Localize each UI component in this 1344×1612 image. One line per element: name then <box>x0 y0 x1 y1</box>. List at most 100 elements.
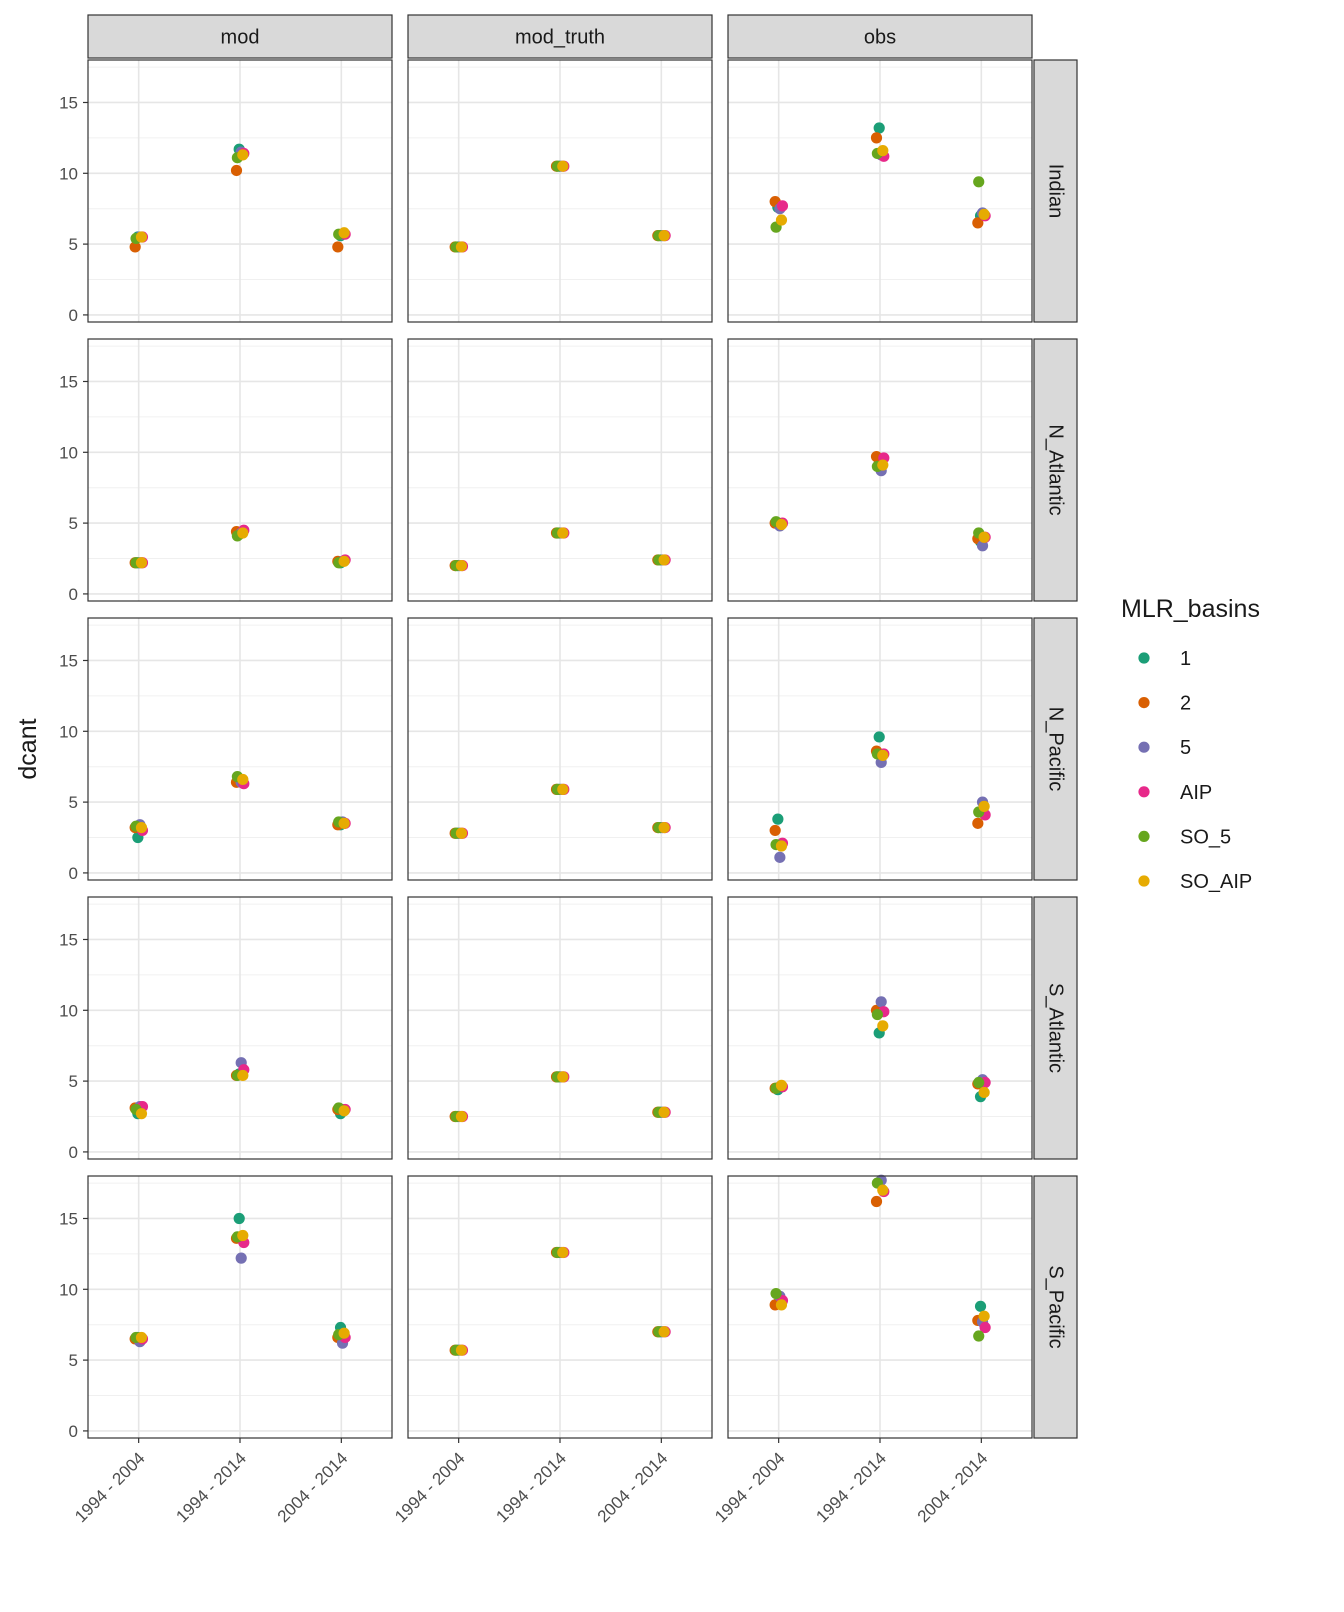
x-tick-label: 1994 - 2004 <box>711 1449 789 1527</box>
point-S_Pacific-mod_truth-SO_AIP <box>658 1326 670 1338</box>
y-tick-label: 15 <box>59 651 78 670</box>
point-S_Pacific-obs-SO_AIP <box>978 1310 990 1322</box>
x-tick-label: 2004 - 2014 <box>274 1449 352 1527</box>
point-Indian-obs-2 <box>972 217 984 229</box>
x-tick-label: 2004 - 2014 <box>594 1449 672 1527</box>
point-N_Pacific-obs-SO_AIP <box>775 840 788 852</box>
point-S_Pacific-obs-SO_5 <box>770 1287 782 1300</box>
legend-label-2: 2 <box>1180 693 1191 715</box>
x-tick-label: 1994 - 2004 <box>71 1449 149 1527</box>
legend-label-1: 1 <box>1180 648 1191 670</box>
point-S_Pacific-mod-SO_AIP <box>237 1229 249 1242</box>
point-S_Atlantic-mod_truth-SO_AIP <box>557 1071 569 1083</box>
facet-label-obs: obs <box>864 27 896 49</box>
point-Indian-mod-SO_AIP <box>338 227 350 239</box>
point-N_Pacific-obs-1 <box>873 731 885 743</box>
y-tick-label: 10 <box>59 722 78 741</box>
panel-border <box>87 896 393 1160</box>
y-tick-label: 5 <box>69 514 78 533</box>
y-tick-label: 5 <box>69 235 78 254</box>
point-Indian-obs-2 <box>870 132 883 144</box>
point-Indian-obs-SO_5 <box>973 176 985 188</box>
panel-border <box>727 338 1033 602</box>
point-N_Pacific-mod-SO_AIP <box>338 817 350 829</box>
x-tick-label: 1994 - 2014 <box>492 1449 570 1527</box>
point-Indian-mod-2 <box>230 164 243 177</box>
y-tick-label: 10 <box>59 164 78 183</box>
point-N_Atlantic-obs-SO_AIP <box>978 531 990 543</box>
y-tick-label: 5 <box>69 1351 78 1370</box>
y-tick-label: 0 <box>69 1143 78 1162</box>
y-tick-label: 0 <box>69 864 78 883</box>
point-N_Pacific-obs-5 <box>774 851 786 863</box>
point-N_Pacific-obs-1 <box>772 813 784 825</box>
facet-label-S_Atlantic: S_Atlantic <box>1045 983 1067 1073</box>
panel-border <box>87 338 393 602</box>
point-S_Pacific-obs-1 <box>974 1300 987 1312</box>
point-N_Pacific-mod-SO_AIP <box>237 773 249 786</box>
point-S_Pacific-obs-AIP <box>979 1321 991 1334</box>
facet-label-Indian: Indian <box>1045 164 1067 219</box>
point-S_Pacific-mod-1 <box>233 1212 245 1225</box>
panel-border <box>407 338 713 602</box>
panel-border <box>87 59 393 323</box>
y-tick-label: 15 <box>59 93 78 112</box>
point-Indian-obs-1 <box>873 122 885 134</box>
point-S_Pacific-mod-5 <box>235 1252 247 1264</box>
legend-key-SO_5 <box>1138 830 1150 843</box>
x-tick-label: 2004 - 2014 <box>914 1449 992 1527</box>
point-N_Pacific-obs-SO_AIP <box>877 749 889 761</box>
panel-border <box>727 617 1033 881</box>
facet-strip-Indian <box>1033 59 1078 323</box>
point-S_Atlantic-obs-SO_AIP <box>775 1079 788 1091</box>
point-N_Atlantic-mod-SO_AIP <box>338 555 350 567</box>
legend-label-SO_AIP: SO_AIP <box>1180 871 1252 893</box>
legend-label-SO_5: SO_5 <box>1180 826 1231 848</box>
point-S_Pacific-mod-SO_AIP <box>338 1327 350 1339</box>
point-Indian-mod_truth-SO_AIP <box>658 230 670 242</box>
point-N_Atlantic-obs-SO_AIP <box>877 459 889 471</box>
y-tick-label: 5 <box>69 1072 78 1091</box>
y-axis-title: dcant <box>14 718 42 779</box>
panel-border <box>727 59 1033 323</box>
point-N_Pacific-obs-2 <box>972 817 984 829</box>
facet-label-N_Atlantic: N_Atlantic <box>1045 424 1067 515</box>
point-Indian-obs-AIP <box>776 200 789 212</box>
point-S_Atlantic-obs-SO_5 <box>871 1008 884 1021</box>
point-N_Atlantic-mod-SO_AIP <box>135 557 148 569</box>
point-Indian-obs-SO_AIP <box>978 208 990 220</box>
facet-strip-obs <box>727 14 1033 59</box>
point-N_Atlantic-mod_truth-SO_AIP <box>658 554 670 566</box>
point-N_Pacific-mod-SO_AIP <box>135 822 148 834</box>
facet-strip-N_Pacific <box>1033 617 1078 881</box>
facet-label-mod_truth: mod_truth <box>515 27 605 49</box>
x-tick-label: 1994 - 2004 <box>391 1449 469 1527</box>
point-S_Pacific-obs-2 <box>870 1195 883 1208</box>
point-N_Pacific-obs-2 <box>769 824 781 837</box>
point-Indian-mod-SO_AIP <box>135 231 148 243</box>
y-tick-label: 15 <box>59 1209 78 1228</box>
panel-border <box>87 617 393 881</box>
y-tick-label: 0 <box>69 306 78 325</box>
point-S_Atlantic-obs-SO_5 <box>973 1076 985 1089</box>
point-N_Atlantic-obs-SO_AIP <box>775 518 788 531</box>
point-S_Pacific-obs-SO_5 <box>973 1330 985 1342</box>
y-tick-label: 15 <box>59 372 78 391</box>
point-S_Pacific-obs-SO_AIP <box>775 1299 788 1311</box>
point-N_Pacific-mod_truth-SO_AIP <box>455 827 468 839</box>
point-N_Pacific-mod_truth-SO_AIP <box>658 822 670 834</box>
panel-border <box>407 59 713 323</box>
legend-label-AIP: AIP <box>1180 782 1212 804</box>
point-N_Atlantic-mod_truth-SO_AIP <box>557 527 569 539</box>
legend-title: MLR_basins <box>1121 595 1260 623</box>
point-S_Atlantic-obs-SO_AIP <box>978 1086 990 1099</box>
point-S_Atlantic-mod-SO_AIP <box>237 1069 249 1082</box>
point-N_Atlantic-mod-SO_AIP <box>237 527 249 539</box>
y-tick-label: 0 <box>69 1422 78 1441</box>
panel-border <box>407 896 713 1160</box>
facet-label-N_Pacific: N_Pacific <box>1045 707 1067 791</box>
point-S_Pacific-mod-SO_AIP <box>135 1331 148 1344</box>
point-S_Pacific-mod_truth-SO_AIP <box>557 1246 569 1259</box>
panel-border <box>407 617 713 881</box>
y-tick-label: 5 <box>69 793 78 812</box>
